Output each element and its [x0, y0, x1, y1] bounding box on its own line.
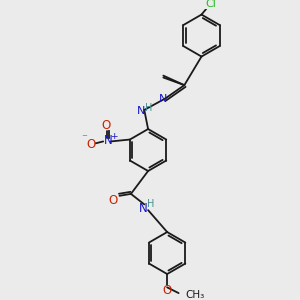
Text: O: O: [86, 138, 95, 151]
Text: H: H: [147, 200, 155, 209]
Text: ⁻: ⁻: [81, 134, 87, 144]
Text: Cl: Cl: [206, 0, 217, 9]
Text: N: N: [103, 134, 112, 147]
Text: O: O: [163, 284, 172, 297]
Text: N: N: [159, 94, 167, 104]
Text: O: O: [101, 119, 111, 132]
Text: O: O: [108, 194, 117, 207]
Text: N: N: [139, 202, 148, 215]
Text: +: +: [110, 132, 118, 141]
Text: CH₃: CH₃: [185, 290, 205, 300]
Text: H: H: [146, 103, 153, 113]
Text: N: N: [137, 106, 146, 116]
